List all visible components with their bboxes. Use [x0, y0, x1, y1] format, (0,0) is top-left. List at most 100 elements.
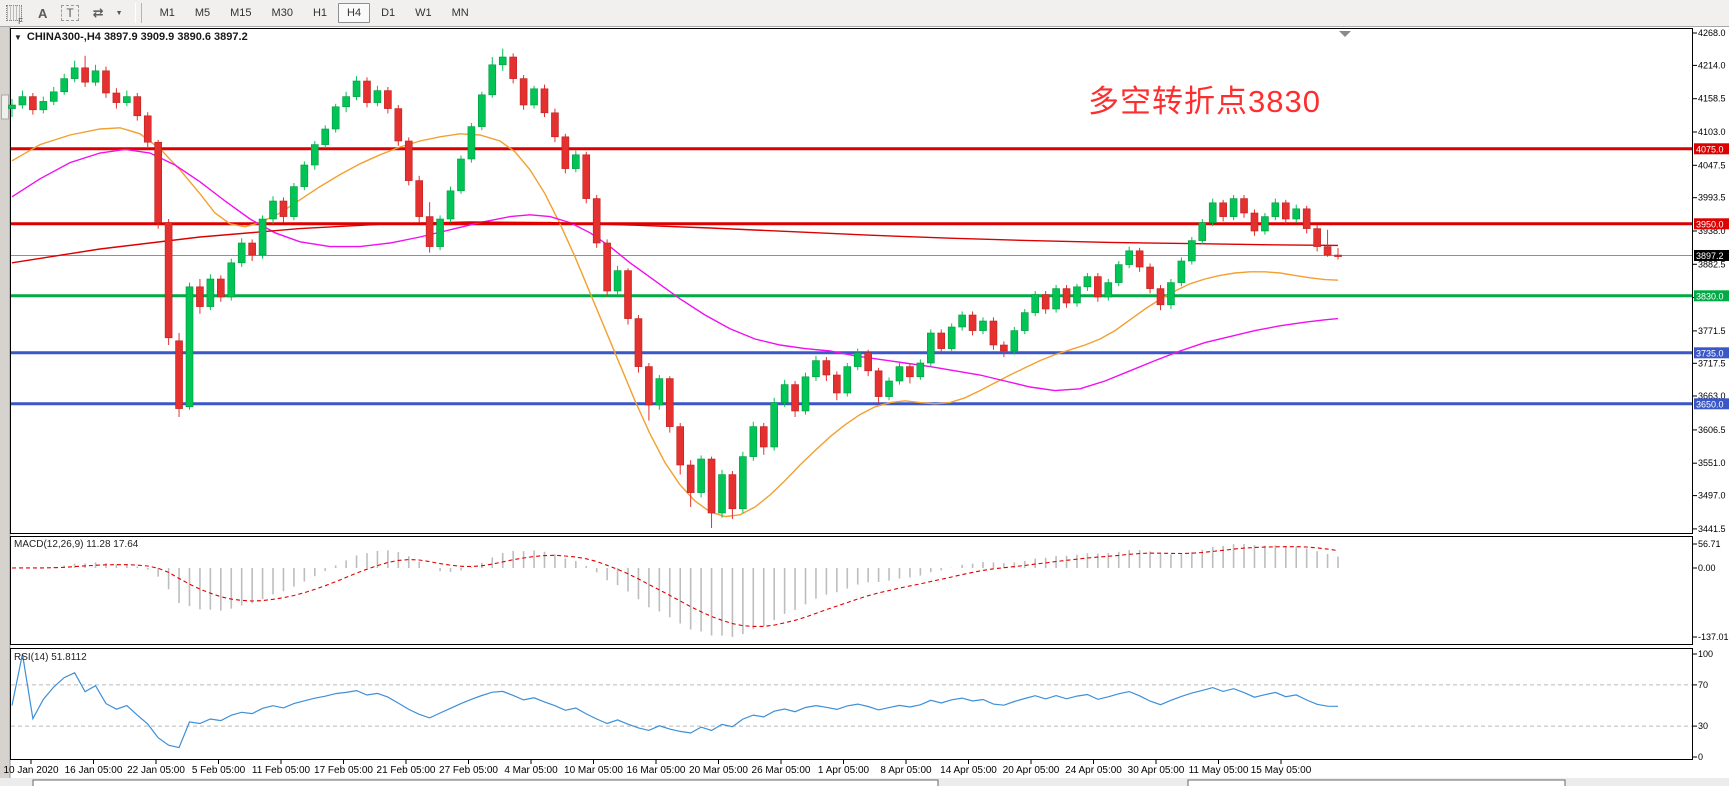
- status-box-left[interactable]: [32, 779, 939, 786]
- candle-body: [70, 67, 79, 79]
- timeframe-button-mn[interactable]: MN: [451, 7, 469, 19]
- date-label: 5 Feb 05:00: [192, 765, 246, 776]
- candle-body: [1292, 208, 1301, 220]
- candle-body: [665, 378, 674, 427]
- annotation-a-icon[interactable]: A: [38, 5, 48, 21]
- candle-body: [895, 366, 904, 382]
- timeframe-button-group: M1 M5 M15 M30 H1 H4 D1 W1 MN: [150, 3, 479, 23]
- price-tick-label: 3551.0: [1698, 458, 1726, 468]
- candle-body: [1052, 288, 1060, 310]
- toolbar-separator: [134, 3, 142, 23]
- date-label: 20 Apr 05:00: [1003, 765, 1060, 776]
- candle-body: [352, 80, 361, 97]
- macd-panel-frame: [10, 536, 1693, 645]
- date-label: 21 Feb 05:00: [377, 765, 436, 776]
- timeframe-button-m1[interactable]: M1: [159, 7, 175, 19]
- timeframe-button-d1[interactable]: D1: [381, 7, 396, 19]
- candle-body: [592, 198, 601, 244]
- candle-body: [603, 242, 611, 292]
- timeframe-button-m30[interactable]: M30: [271, 7, 293, 19]
- date-label: 16 Jan 05:00: [65, 765, 123, 776]
- rsi-indicator-label: RSI(14) 51.8112: [14, 652, 87, 663]
- candle-body: [937, 332, 946, 349]
- price-tick-label: 4047.5: [1698, 160, 1726, 170]
- candle-body: [770, 402, 778, 448]
- candle-body: [843, 366, 852, 394]
- timeframe-button-m5[interactable]: M5: [194, 7, 211, 19]
- price-tick-label: 3938.0: [1698, 226, 1726, 236]
- candle-body: [697, 458, 705, 493]
- candle-body: [1302, 208, 1311, 229]
- timeframe-button-w1[interactable]: W1: [415, 7, 432, 19]
- candle-body: [488, 64, 497, 96]
- date-label: 8 Apr 05:00: [880, 765, 932, 776]
- candle-body: [947, 326, 956, 349]
- date-label: 22 Jan 05:00: [127, 765, 185, 776]
- dropdown-caret-icon[interactable]: ▼: [115, 9, 123, 17]
- symbol-title-text: CHINA300-,H4 3897.9 3909.9 3890.6 3897.2: [26, 31, 248, 43]
- candle-body: [29, 96, 37, 111]
- candle-body: [1104, 282, 1113, 298]
- cursor-arrows-icon[interactable]: ⇄: [92, 5, 104, 20]
- candle-body: [394, 108, 403, 142]
- candle-body: [269, 200, 277, 220]
- timeframe-button-h4[interactable]: H4: [338, 3, 371, 23]
- date-label: 11 May 05:00: [1189, 765, 1249, 776]
- candle-body: [404, 140, 413, 181]
- level-tag-box: [1694, 218, 1729, 230]
- timeframe-button-m15[interactable]: M15: [230, 7, 252, 19]
- price-tick-label: 3663.0: [1698, 391, 1726, 401]
- date-label: 11 Feb 05:00: [252, 765, 311, 776]
- candle-body: [290, 186, 298, 217]
- candle-body: [18, 96, 27, 106]
- price-tick-label: 4268.0: [1698, 28, 1726, 38]
- candle-body: [217, 278, 225, 298]
- candle-body: [1271, 202, 1280, 217]
- candle-body: [1229, 198, 1238, 217]
- status-box-right[interactable]: [1187, 779, 1566, 786]
- text-label-icon[interactable]: T: [61, 5, 79, 21]
- candle-body: [1167, 282, 1175, 306]
- left-dock-handle[interactable]: [1, 94, 9, 120]
- candle-body: [415, 180, 423, 217]
- price-tick-label: 4214.0: [1698, 60, 1726, 70]
- candle-body: [436, 218, 444, 247]
- candle-body: [874, 370, 883, 397]
- price-tick-label: 4158.5: [1698, 94, 1726, 104]
- candle-body: [1188, 240, 1196, 262]
- candle-body: [1041, 294, 1050, 310]
- date-label: 15 May 05:00: [1251, 765, 1312, 776]
- candles-layer: [8, 48, 1342, 528]
- candle-body: [154, 141, 162, 223]
- symbol-dropdown-caret[interactable]: ▼: [14, 33, 22, 42]
- rsi-axis-label: 30: [1698, 721, 1708, 731]
- current-price-tag: 3897.2: [1694, 249, 1729, 261]
- candle-body: [582, 154, 591, 199]
- candle-body: [112, 92, 121, 103]
- candle-body: [279, 200, 288, 217]
- main-chart-panel: [8, 28, 1693, 534]
- candle-body: [916, 362, 925, 378]
- indicator-grid-icon[interactable]: F: [6, 5, 23, 26]
- candle-body: [206, 278, 215, 307]
- macd-signal-line: [11, 546, 1339, 627]
- candle-body: [164, 222, 173, 339]
- candle-body: [979, 320, 987, 331]
- candle-body: [1156, 288, 1165, 306]
- candle-body: [91, 70, 100, 83]
- candle-body: [540, 88, 549, 114]
- left-dock-strip: [0, 27, 10, 786]
- date-label: 20 Mar 05:00: [689, 765, 748, 776]
- rsi-line: [11, 653, 1339, 749]
- candle-body: [1240, 198, 1248, 214]
- candle-body: [39, 101, 48, 111]
- candle-body: [759, 426, 768, 448]
- timeframe-button-h1[interactable]: H1: [312, 7, 328, 19]
- macd-axis-label: -137.01: [1698, 632, 1729, 642]
- candle-body: [853, 352, 862, 367]
- candle-body: [143, 115, 152, 143]
- chart-annotation-text: 多空转折点3830: [1088, 84, 1321, 119]
- candle-body: [634, 318, 643, 367]
- candle-body: [885, 380, 893, 397]
- candle-body: [906, 366, 914, 378]
